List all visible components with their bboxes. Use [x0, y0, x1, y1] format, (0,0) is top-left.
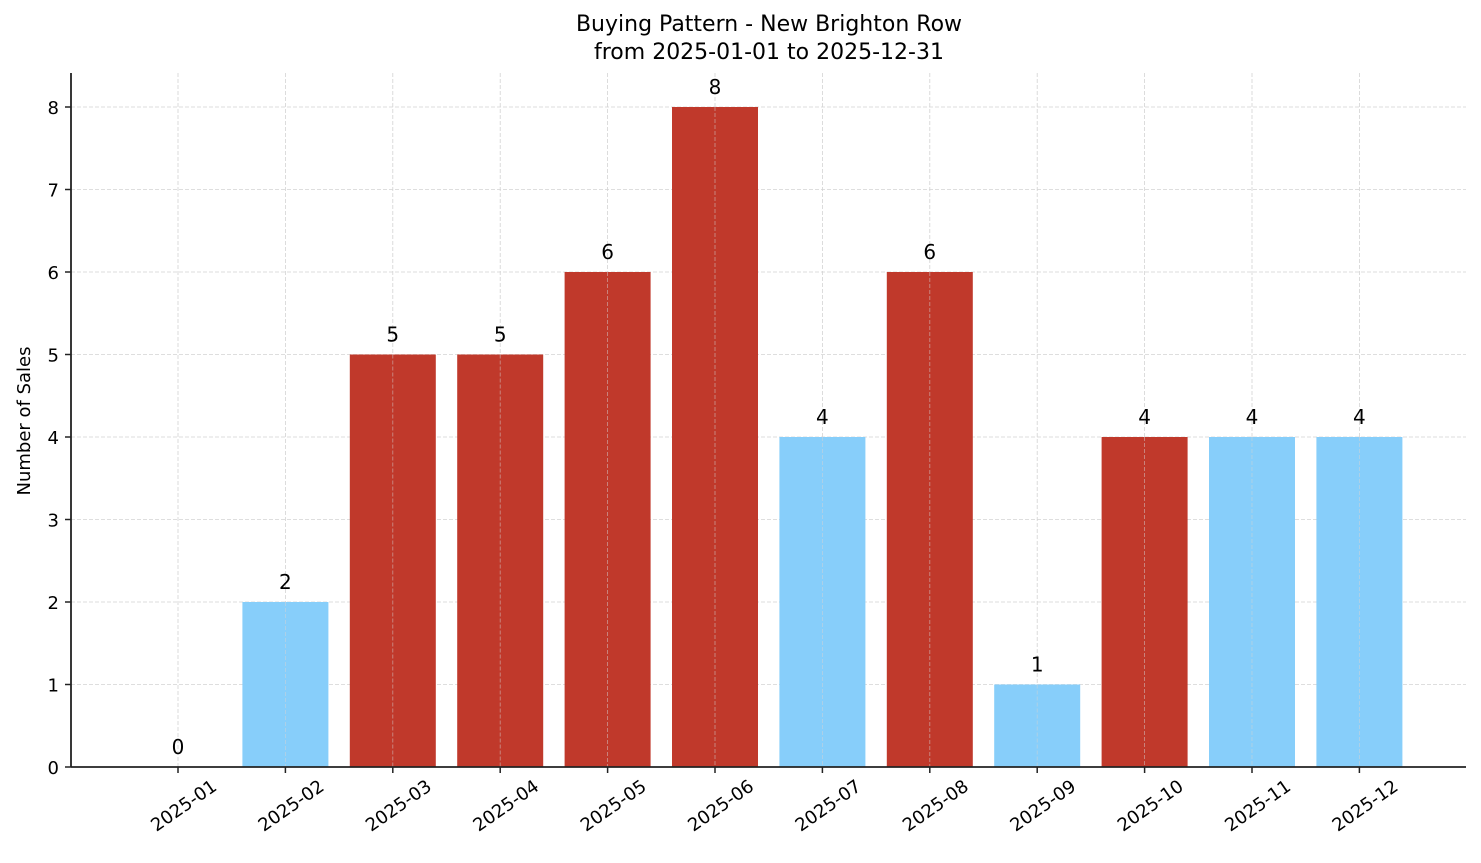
y-tick-label: 6	[48, 263, 59, 284]
bars	[242, 107, 1403, 767]
bar-value-label: 4	[1353, 405, 1366, 429]
bar-value-label: 5	[494, 323, 507, 347]
x-tick-label: 2025-08	[899, 776, 973, 836]
axes	[70, 73, 1466, 768]
bar-value-label: 2	[279, 570, 292, 594]
y-tick-label: 4	[48, 428, 59, 449]
x-tick-label: 2025-07	[792, 776, 866, 836]
x-tick-label: 2025-06	[684, 776, 758, 836]
y-tick-label: 8	[48, 98, 59, 119]
bar-value-label: 4	[1138, 405, 1151, 429]
x-tick-label: 2025-12	[1329, 776, 1403, 836]
x-tick-label: 2025-10	[1114, 776, 1188, 836]
bar-value-label: 6	[923, 240, 936, 264]
bar-value-label: 0	[172, 735, 185, 759]
y-tick-label: 1	[48, 676, 59, 697]
bar-value-label: 6	[601, 240, 614, 264]
bar-value-label: 5	[386, 323, 399, 347]
chart-subtitle: from 2025-01-01 to 2025-12-31	[594, 40, 944, 65]
x-tick-label: 2025-03	[362, 776, 436, 836]
y-tick-label: 2	[48, 593, 59, 614]
bar-value-label: 4	[1246, 405, 1259, 429]
y-tick-label: 7	[48, 181, 59, 202]
bar-value-label: 1	[1031, 653, 1044, 677]
bar-value-label: 8	[709, 75, 722, 99]
x-tick-label: 2025-04	[469, 776, 543, 836]
x-tick-label: 2025-11	[1221, 776, 1295, 836]
y-tick-label: 3	[48, 511, 59, 532]
bar-value-labels: 0 2 5 5 6 8 4 6 1 4 4 4	[172, 75, 1366, 759]
x-axis-ticks: 2025-01 2025-02 2025-03 2025-04 2025-05 2025-…	[147, 767, 1402, 836]
y-axis-ticks: 0 1 2 3 4 5 6 7 8	[48, 98, 71, 779]
y-tick-label: 0	[48, 758, 59, 779]
y-axis-label: Number of Sales	[14, 346, 35, 495]
x-tick-label: 2025-09	[1006, 776, 1080, 836]
bar-value-label: 4	[816, 405, 829, 429]
x-tick-label: 2025-05	[577, 776, 651, 836]
chart-title: Buying Pattern - New Brighton Row	[575, 12, 963, 37]
y-tick-label: 5	[48, 346, 59, 367]
x-tick-label: 2025-01	[147, 776, 221, 836]
x-tick-label: 2025-02	[255, 776, 329, 836]
